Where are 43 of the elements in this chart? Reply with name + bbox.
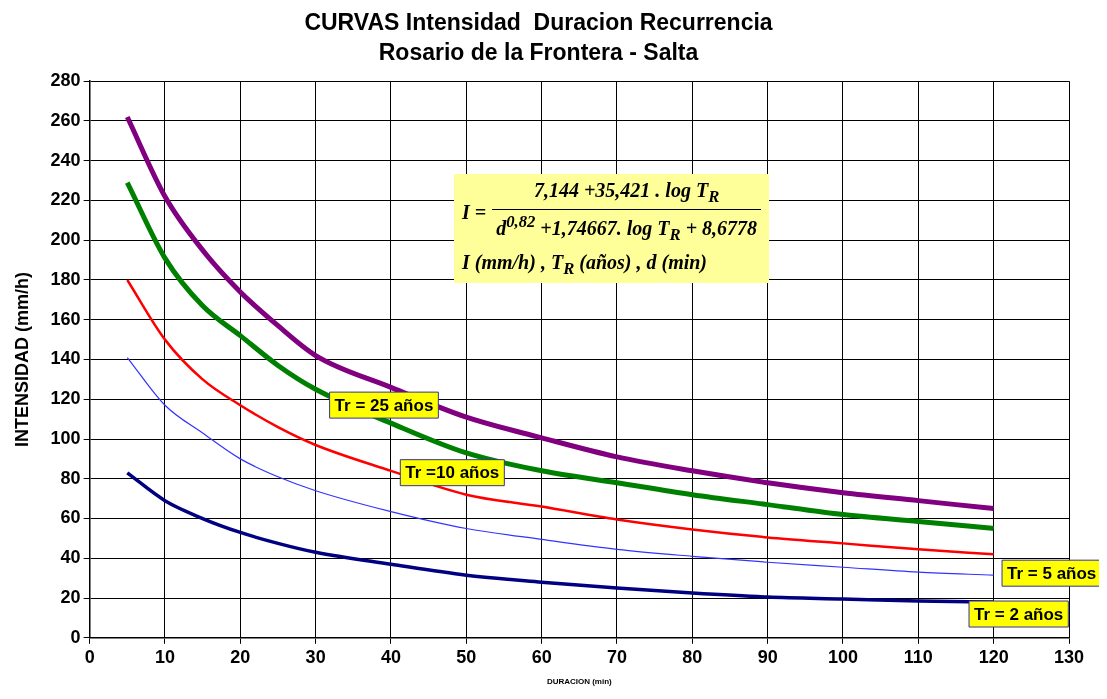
x-tick-label: 130 — [1053, 646, 1085, 667]
x-tick-label: 60 — [531, 646, 552, 667]
series-label: Tr = 2 años — [974, 604, 1064, 624]
y-tick-label: 60 — [60, 507, 81, 528]
x-tick-label: 20 — [230, 646, 251, 667]
y-tick-label: 240 — [50, 149, 81, 170]
x-tick-label: 90 — [757, 646, 778, 667]
y-tick-label: 140 — [50, 348, 81, 369]
y-tick-label: 0 — [70, 626, 81, 647]
x-tick-label: 0 — [84, 646, 95, 667]
y-tick-label: 100 — [50, 427, 81, 448]
y-tick-label: 280 — [50, 70, 81, 91]
x-tick-label: 70 — [606, 646, 627, 667]
x-axis-title: DURACION (min) — [546, 677, 613, 687]
line-series — [126, 278, 995, 556]
annotation: 7,144 +35,421 . log T$_{R}$ — [492, 178, 762, 210]
y-tick-label: 200 — [50, 229, 81, 250]
y-tick-label: 220 — [50, 189, 81, 210]
y-tick-label: 180 — [50, 268, 81, 289]
x-tick-label: 50 — [456, 646, 477, 667]
y-tick-label: 40 — [60, 547, 81, 568]
x-tick-label: 40 — [380, 646, 401, 667]
line-series — [126, 356, 995, 576]
chart-subtitle: Rosario de la Frontera - Salta — [378, 38, 699, 65]
series-label: Tr = 25 años — [334, 395, 434, 415]
y-tick-label: 80 — [60, 467, 81, 488]
annotation: d$^{0,82}$ +1,74667. log T$_{R}$ + 8,6778 — [495, 211, 759, 246]
x-tick-label: 30 — [305, 646, 326, 667]
chart-title: CURVAS Intensidad Duracion Recurrencia — [304, 9, 773, 36]
annotation: I (mm/h) , T$_{R}$ (años) , d (min) — [462, 250, 709, 279]
series-label: Tr =10 años — [405, 463, 500, 483]
y-tick-label: 160 — [50, 308, 81, 329]
series-label: Tr = 5 años — [1007, 563, 1097, 583]
y-tick-label: 260 — [50, 109, 81, 130]
x-tick-label: 10 — [154, 646, 175, 667]
x-tick-label: 80 — [682, 646, 703, 667]
y-tick-label: 20 — [60, 587, 81, 608]
y-axis-title: INTENSIDAD (mm/h) — [11, 272, 32, 447]
x-tick-label: 120 — [978, 646, 1009, 667]
x-tick-label: 100 — [827, 646, 859, 667]
annotation: I = — [462, 200, 487, 224]
y-tick-label: 120 — [50, 388, 81, 409]
x-tick-label: 110 — [903, 646, 933, 667]
